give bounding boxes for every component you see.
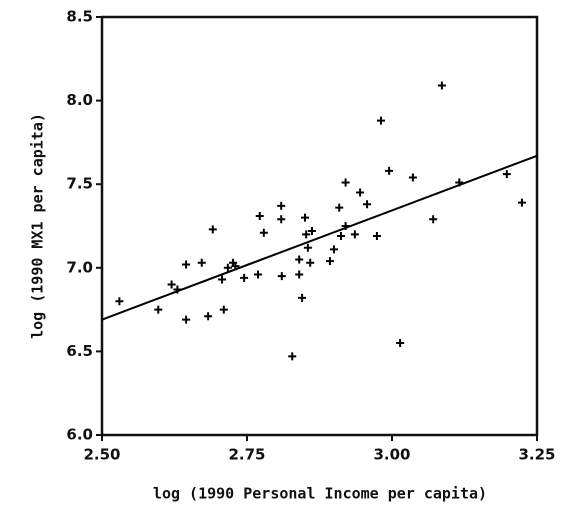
- point: [255, 211, 264, 220]
- y-tick-label: 8.0: [66, 91, 93, 109]
- point: [182, 260, 191, 269]
- x-tick-label: 2.75: [228, 446, 265, 464]
- point: [277, 272, 286, 281]
- point: [204, 312, 213, 321]
- x-tick-label: 3.00: [373, 446, 410, 464]
- point: [301, 213, 309, 222]
- point: [218, 275, 227, 284]
- point: [223, 263, 232, 272]
- point: [298, 293, 307, 302]
- point: [372, 232, 381, 241]
- y-tick-label: 8.5: [66, 8, 93, 26]
- point: [306, 258, 315, 267]
- point: [517, 198, 526, 207]
- y-tick-label: 6.5: [66, 342, 93, 360]
- point: [303, 243, 312, 252]
- point: [408, 173, 417, 182]
- x-axis-label: log (1990 Personal Income per capita): [153, 485, 487, 503]
- point: [307, 227, 316, 236]
- point: [295, 270, 304, 279]
- y-tick-label: 7.0: [66, 258, 93, 276]
- point: [302, 230, 311, 239]
- point: [277, 215, 286, 224]
- point: [167, 280, 176, 289]
- point: [115, 297, 124, 306]
- point: [437, 81, 446, 90]
- point: [363, 200, 372, 209]
- y-tick-label: 7.5: [66, 175, 93, 193]
- point: [396, 339, 405, 348]
- point: [254, 270, 263, 279]
- point: [259, 228, 268, 237]
- fit-line: [101, 154, 538, 321]
- point: [350, 230, 359, 239]
- point: [208, 225, 217, 234]
- y-tick-label: 6.0: [66, 426, 93, 444]
- point: [385, 166, 394, 175]
- point: [335, 203, 344, 212]
- point: [219, 305, 228, 314]
- point: [182, 315, 191, 324]
- point: [277, 201, 286, 210]
- y-axis-label: log (1990 MX1 per capita): [29, 113, 47, 339]
- point: [240, 273, 249, 282]
- point: [154, 305, 163, 314]
- point: [356, 188, 365, 197]
- point: [341, 178, 350, 187]
- point: [376, 116, 385, 125]
- point: [295, 255, 304, 264]
- point: [502, 170, 511, 179]
- x-tick-label: 2.50: [83, 446, 120, 464]
- point: [336, 232, 345, 241]
- point: [330, 245, 338, 254]
- point: [429, 215, 438, 224]
- point: [325, 257, 334, 266]
- x-tick-label: 3.25: [518, 446, 555, 464]
- point: [288, 352, 297, 361]
- plot-frame: [100, 15, 539, 437]
- point: [197, 258, 206, 267]
